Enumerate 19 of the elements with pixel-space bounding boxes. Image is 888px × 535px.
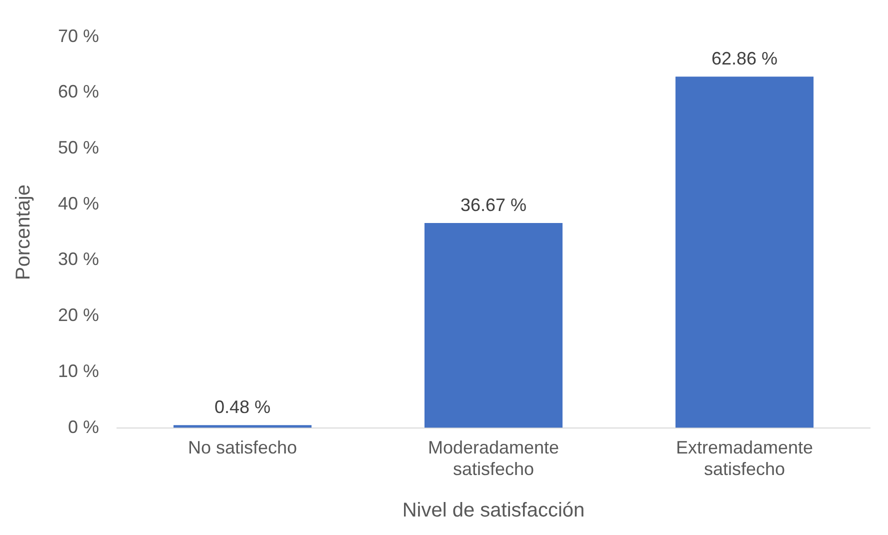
x-tick-label: Moderadamente satisfecho bbox=[428, 438, 560, 480]
bar bbox=[675, 76, 814, 428]
data-label: 36.67 % bbox=[460, 194, 527, 215]
y-tick-label: 20 % bbox=[58, 305, 100, 326]
data-label: 62.86 % bbox=[711, 48, 778, 69]
x-tick-label: Extremadamente satisfecho bbox=[676, 438, 814, 480]
bar bbox=[424, 222, 563, 428]
y-tick-label: 10 % bbox=[58, 360, 100, 381]
y-tick-label: 70 % bbox=[58, 26, 100, 46]
y-tick-label: 0 % bbox=[68, 416, 100, 437]
data-label: 0.48 % bbox=[214, 397, 271, 418]
y-tick-label: 50 % bbox=[58, 137, 100, 158]
x-axis-title: Nivel de satisfacción bbox=[402, 500, 585, 522]
y-axis-title: Porcentaje bbox=[12, 184, 35, 280]
bar bbox=[174, 425, 312, 428]
x-tick-label: No satisfecho bbox=[188, 438, 298, 458]
y-tick-label: 60 % bbox=[58, 82, 100, 102]
y-tick-label: 40 % bbox=[58, 193, 100, 214]
y-tick-label: 30 % bbox=[58, 249, 100, 270]
